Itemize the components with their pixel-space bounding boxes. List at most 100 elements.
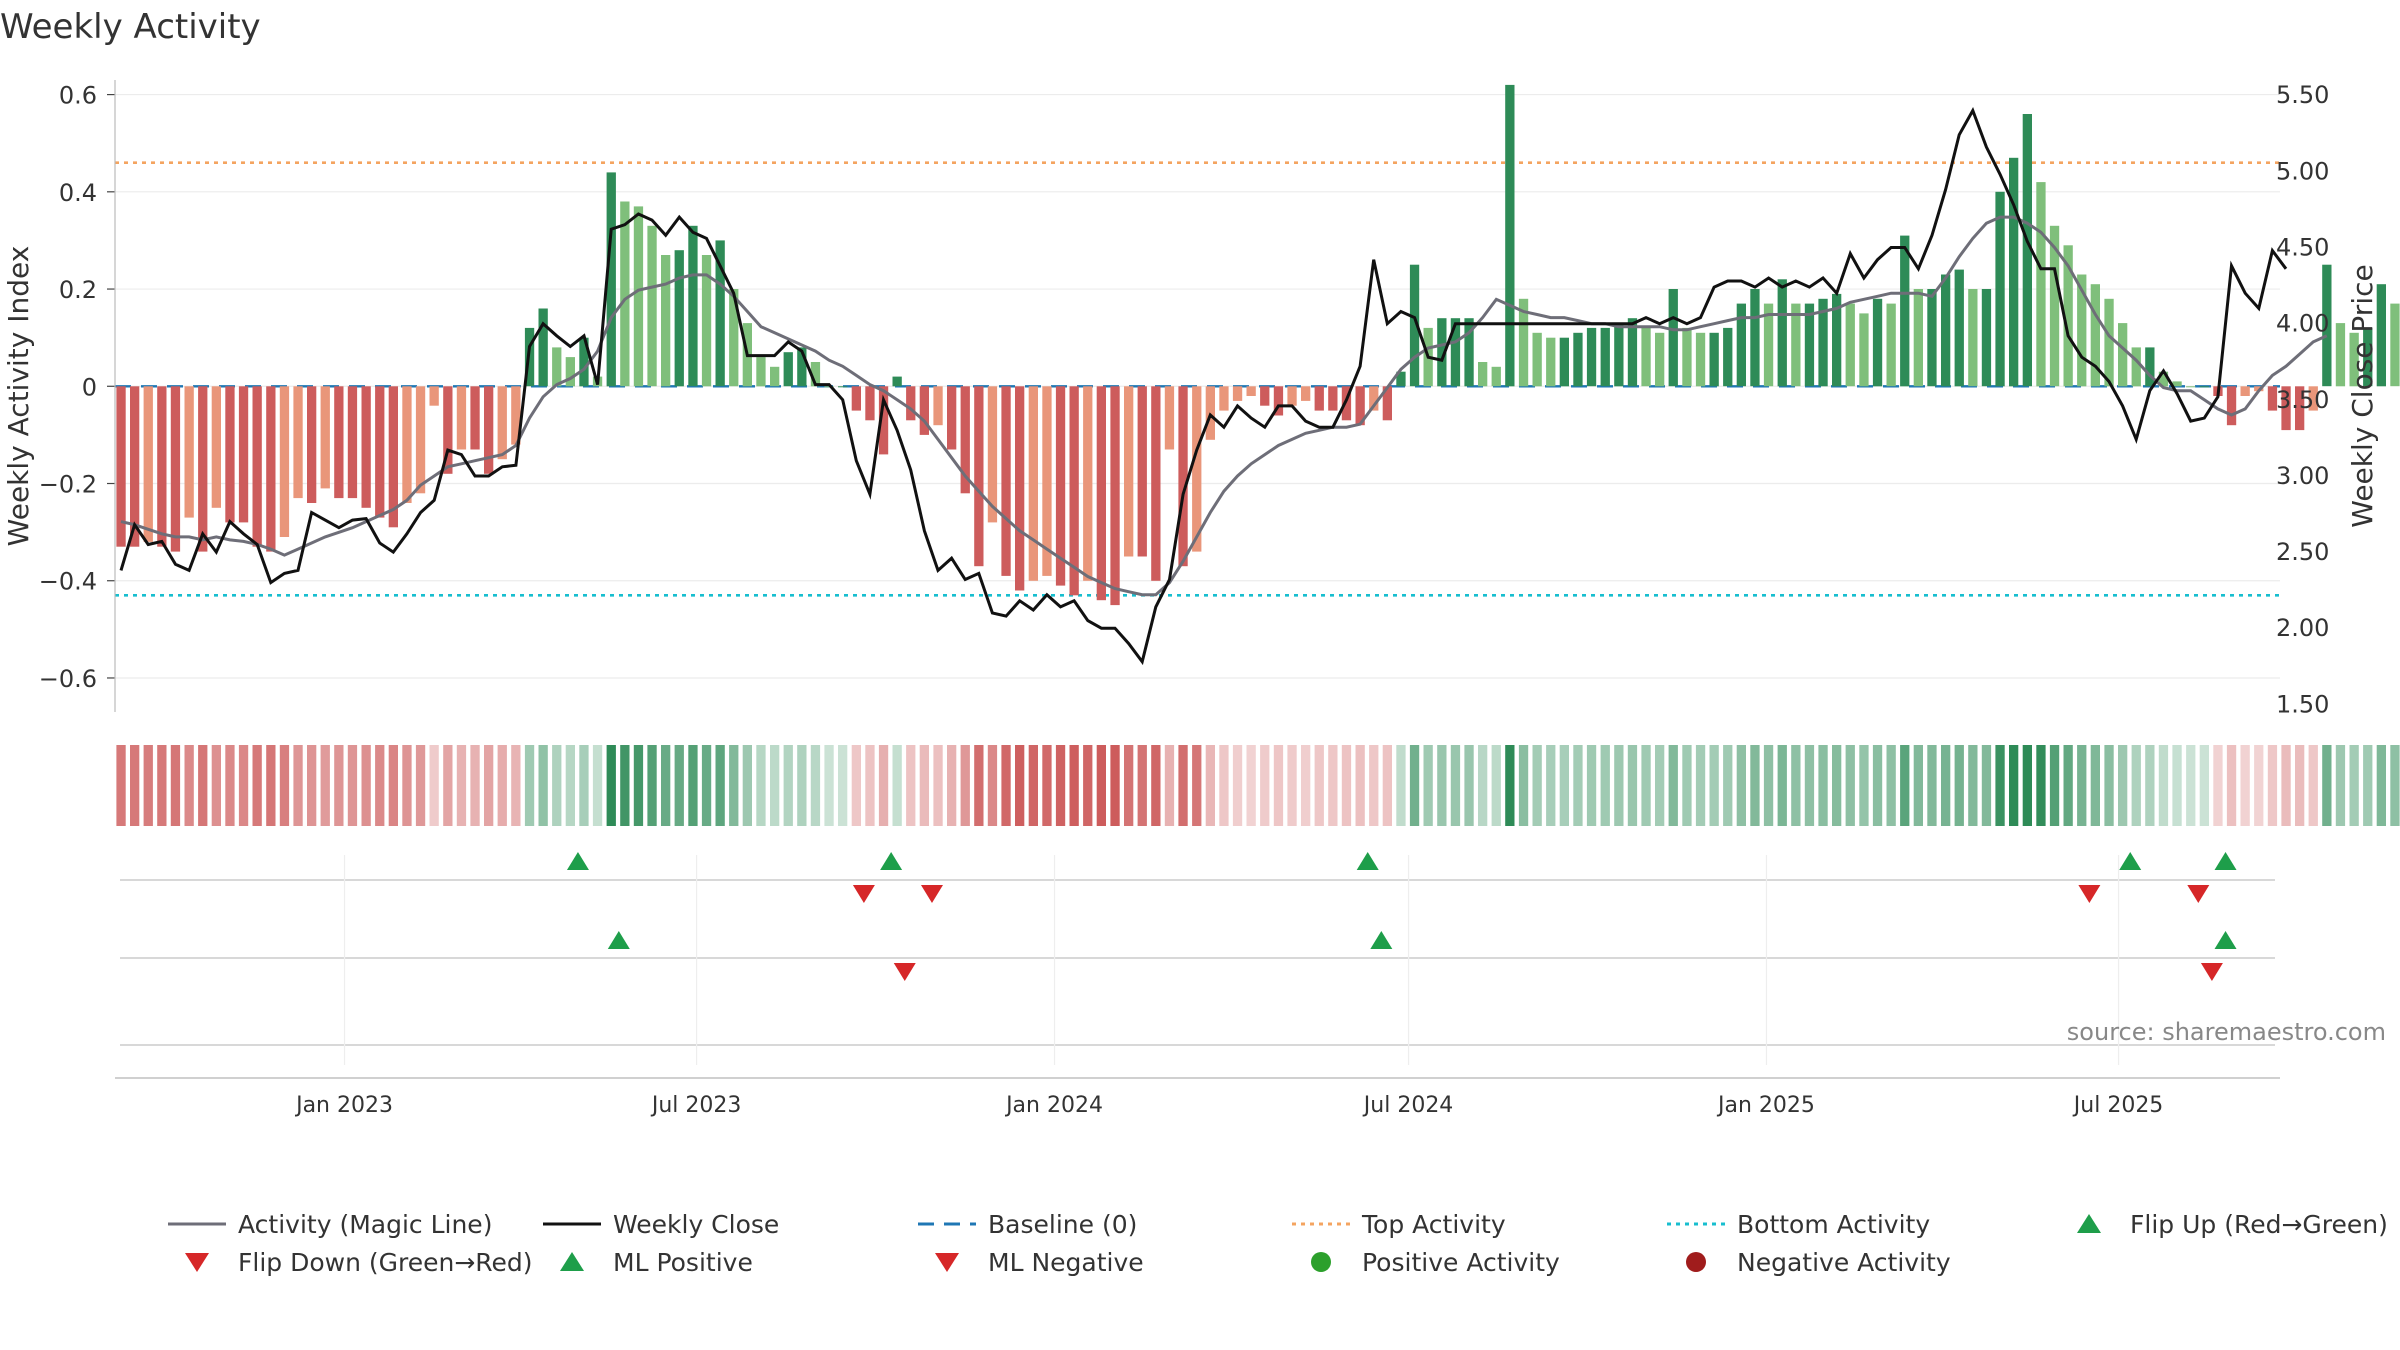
legend-label: Activity (Magic Line) [238,1210,492,1239]
legend-item: ML Positive [560,1248,753,1277]
activity-bar [1124,386,1134,557]
activity-bar [1709,332,1719,387]
heat-strip-cell [606,745,616,826]
activity-bar [293,386,303,499]
heat-strip-cell [347,745,358,826]
flip-down-marker [2187,885,2210,903]
heat-strip-cell [2363,745,2373,826]
activity-bar [1832,293,1842,387]
heat-strip-cell [1750,745,1760,826]
activity-bar [1219,386,1229,411]
activity-bar [1042,386,1052,576]
heat-strip-cell [1941,745,1951,826]
heat-strip-cell [1437,745,1447,826]
heat-strip-cell [824,745,834,826]
heat-strip-cell [2349,745,2359,826]
activity-bar [1015,386,1025,591]
activity-bar [1164,386,1175,450]
heat-strip-cell [1995,745,2005,826]
heat-strip-cell [1355,745,1365,826]
ml-negative-marker [893,963,916,981]
activity-bar [1559,337,1569,387]
heat-strip-cell [157,745,167,826]
activity-bar [1546,337,1556,387]
activity-bar [620,201,630,387]
activity-bars [116,84,2400,606]
heat-strip-cell [1723,745,1733,826]
activity-bar [130,386,140,547]
y2-tick-label: 3.00 [2276,462,2329,490]
activity-bar [1110,386,1120,606]
heat-strip-cell [2254,745,2264,826]
x-tick-label: Jan 2025 [1716,1093,1815,1118]
activity-bar [1968,289,1978,387]
heat-strip-cell [238,745,249,826]
activity-bar [1341,386,1352,421]
activity-bar [1192,386,1202,552]
activity-bar [1995,191,2005,387]
heat-strip-cell [511,745,521,826]
activity-bar [2090,284,2100,387]
heat-strip-cell [361,745,371,826]
activity-bar [1505,84,1515,387]
heat-strip-cell [402,745,412,826]
activity-bar [701,255,712,387]
ml-positive-marker [2214,931,2237,949]
y2-tick-label: 2.00 [2276,614,2329,642]
heat-strip-cell [1423,745,1433,826]
heat-strip-cell [2158,745,2169,826]
flip-up-marker [2214,852,2237,870]
heat-strip-cell [470,745,480,826]
activity-heat-strip [116,745,2400,826]
activity-bar [2077,274,2087,387]
heat-strip-cell [565,745,575,826]
heat-strip-cell [592,745,603,826]
weekly-close-series [119,106,2288,666]
heat-strip-cell [688,745,698,826]
heat-strip-cell [1015,745,1025,826]
x-axis: Jan 2023 Jul 2023 Jan 2024 Jul 2024 Jan 2025… [294,1093,2163,1118]
activity-bar [2376,284,2386,387]
y-axis-label: Weekly Activity Index [2,246,35,547]
heat-strip-cell [2322,745,2332,826]
flip-down-marker [852,885,875,903]
legend-item: Flip Down (Green→Red) [185,1248,533,1277]
activity-bar [2240,386,2250,396]
heat-strip-cell [1614,745,1624,826]
legend-swatch [1686,1252,1706,1272]
heat-strip-cell [2308,745,2318,826]
activity-bar [279,386,290,537]
y-tick-label: 0.2 [59,276,97,304]
heat-strip-cell [1532,745,1542,826]
activity-bar [1246,386,1256,396]
heat-strip-cell [674,745,684,826]
activity-bar [1614,323,1624,387]
x-tick-label: Jul 2024 [1362,1093,1454,1118]
legend-item: Activity (Magic Line) [168,1210,492,1239]
heat-strip-cell [1042,745,1052,826]
heat-strip-cell [1124,745,1134,826]
activity-bar [2063,245,2073,387]
heat-strip-cell [1246,745,1256,826]
heat-strip-cell [2009,745,2019,826]
activity-bar [906,386,916,421]
heat-strip-cell [252,745,262,826]
activity-bar [538,308,548,387]
y-tick-label: 0 [82,373,97,401]
activity-bar [1328,386,1338,411]
heat-strip-cell [2022,745,2032,826]
activity-bar [2158,371,2169,387]
activity-bar [2022,114,2032,387]
activity-bar [184,386,194,518]
heat-strip-cell [1464,745,1474,826]
activity-bar [1818,298,1828,387]
activity-bar [1655,332,1665,387]
activity-bar [2390,303,2400,387]
activity-bar [198,386,208,552]
y-tick-label: −0.2 [39,471,97,499]
y-tick-label: 0.6 [59,82,97,110]
activity-bar [388,386,398,528]
activity-bar [838,386,848,388]
activity-bar [1777,279,1787,387]
activity-bar [552,347,562,387]
